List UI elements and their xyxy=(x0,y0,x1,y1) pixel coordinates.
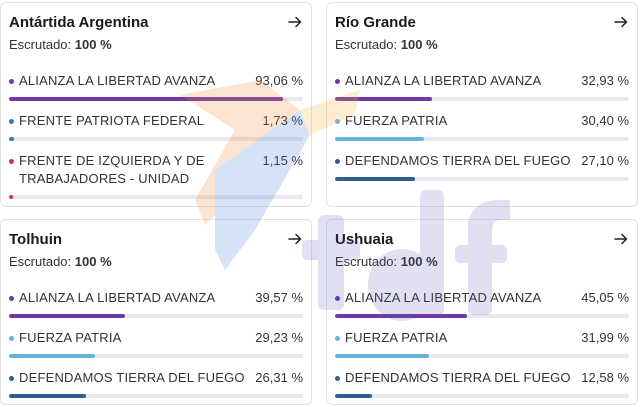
vote-bar xyxy=(335,354,629,358)
vote-bar xyxy=(335,394,629,398)
scrutiny-status: Escrutado: 100 % xyxy=(9,37,112,52)
vote-bar xyxy=(335,177,629,181)
party-row: DEFENDAMOS TIERRA DEL FUEGO 27,10 % xyxy=(335,152,629,181)
card-title: Tolhuin xyxy=(9,231,63,248)
party-percentage: 93,06 % xyxy=(255,73,303,88)
party-percentage: 29,23 % xyxy=(255,330,303,345)
scrutiny-status: Escrutado: 100 % xyxy=(335,37,438,52)
party-percentage: 27,10 % xyxy=(581,153,629,168)
arrow-right-icon[interactable] xyxy=(613,231,629,247)
vote-bar xyxy=(9,354,303,358)
vote-bar-fill xyxy=(9,195,13,199)
party-color-dot xyxy=(335,159,340,164)
results-card-antartida[interactable]: Antártida Argentina Escrutado: 100 % ALI… xyxy=(0,2,312,207)
card-title: Ushuaia xyxy=(335,231,394,248)
vote-bar-fill xyxy=(335,177,415,181)
vote-bar-fill xyxy=(9,314,126,318)
vote-bar-fill xyxy=(335,354,430,358)
party-percentage: 39,57 % xyxy=(255,290,303,305)
party-color-dot xyxy=(9,296,14,301)
party-row: FRENTE PATRIOTA FEDERAL 1,73 % xyxy=(9,112,303,141)
vote-bar xyxy=(9,97,303,101)
party-name: ALIANZA LA LIBERTAD AVANZA xyxy=(19,73,216,88)
party-color-dot xyxy=(335,376,340,381)
vote-bar xyxy=(9,394,303,398)
party-color-dot xyxy=(9,159,14,164)
party-row: DEFENDAMOS TIERRA DEL FUEGO 26,31 % xyxy=(9,369,303,398)
party-color-dot xyxy=(9,79,14,84)
party-color-dot xyxy=(335,119,340,124)
vote-bar-fill xyxy=(335,97,432,101)
card-title: Río Grande xyxy=(335,14,416,31)
party-name: ALIANZA LA LIBERTAD AVANZA xyxy=(19,290,216,305)
party-name: FUERZA PATRIA xyxy=(345,330,448,345)
party-color-dot xyxy=(9,119,14,124)
party-percentage: 30,40 % xyxy=(581,113,629,128)
party-percentage: 31,99 % xyxy=(581,330,629,345)
party-percentage: 26,31 % xyxy=(255,370,303,385)
vote-bar-fill xyxy=(9,394,87,398)
party-percentage: 1,73 % xyxy=(262,113,303,128)
results-card-rio-grande[interactable]: Río Grande Escrutado: 100 % ALIANZA LA L… xyxy=(326,2,638,207)
party-row: FUERZA PATRIA 29,23 % xyxy=(9,329,303,358)
vote-bar-fill xyxy=(335,314,468,318)
party-name: ALIANZA LA LIBERTAD AVANZA xyxy=(345,73,542,88)
vote-bar-fill xyxy=(335,394,372,398)
vote-bar-fill xyxy=(9,137,15,141)
party-color-dot xyxy=(335,79,340,84)
party-name: ALIANZA LA LIBERTAD AVANZA xyxy=(345,290,542,305)
party-percentage: 32,93 % xyxy=(581,73,629,88)
party-percentage: 12,58 % xyxy=(581,370,629,385)
vote-bar xyxy=(335,137,629,141)
vote-bar-fill xyxy=(9,97,283,101)
scrutiny-status: Escrutado: 100 % xyxy=(9,254,112,269)
results-card-ushuaia[interactable]: Ushuaia Escrutado: 100 % ALIANZA LA LIBE… xyxy=(326,219,638,405)
party-row: ALIANZA LA LIBERTAD AVANZA 39,57 % xyxy=(9,289,303,318)
scrutiny-status: Escrutado: 100 % xyxy=(335,254,438,269)
vote-bar xyxy=(9,137,303,141)
party-percentage: 1,15 % xyxy=(262,153,303,168)
party-name: DEFENDAMOS TIERRA DEL FUEGO xyxy=(345,153,571,168)
party-name: FRENTE PATRIOTA FEDERAL xyxy=(19,113,205,128)
party-row: DEFENDAMOS TIERRA DEL FUEGO 12,58 % xyxy=(335,369,629,398)
party-name: DEFENDAMOS TIERRA DEL FUEGO xyxy=(19,370,245,385)
party-row: FRENTE DE IZQUIERDA Y DE TRABAJADORES - … xyxy=(9,152,303,199)
arrow-right-icon[interactable] xyxy=(287,14,303,30)
party-color-dot xyxy=(9,336,14,341)
party-row: FUERZA PATRIA 30,40 % xyxy=(335,112,629,141)
party-percentage: 45,05 % xyxy=(581,290,629,305)
vote-bar-fill xyxy=(9,354,95,358)
party-row: ALIANZA LA LIBERTAD AVANZA 45,05 % xyxy=(335,289,629,318)
party-name: FUERZA PATRIA xyxy=(19,330,122,345)
party-row: FUERZA PATRIA 31,99 % xyxy=(335,329,629,358)
party-color-dot xyxy=(9,376,14,381)
arrow-right-icon[interactable] xyxy=(613,14,629,30)
party-name: FRENTE DE IZQUIERDA Y DE TRABAJADORES - … xyxy=(19,153,205,186)
party-row: ALIANZA LA LIBERTAD AVANZA 93,06 % xyxy=(9,72,303,101)
results-card-tolhuin[interactable]: Tolhuin Escrutado: 100 % ALIANZA LA LIBE… xyxy=(0,219,312,405)
party-color-dot xyxy=(335,336,340,341)
party-row: ALIANZA LA LIBERTAD AVANZA 32,93 % xyxy=(335,72,629,101)
vote-bar-fill xyxy=(335,137,425,141)
card-title: Antártida Argentina xyxy=(9,14,149,31)
party-color-dot xyxy=(335,296,340,301)
vote-bar xyxy=(335,97,629,101)
vote-bar xyxy=(9,195,303,199)
party-name: DEFENDAMOS TIERRA DEL FUEGO xyxy=(345,370,571,385)
vote-bar xyxy=(335,314,629,318)
party-name: FUERZA PATRIA xyxy=(345,113,448,128)
arrow-right-icon[interactable] xyxy=(287,231,303,247)
vote-bar xyxy=(9,314,303,318)
